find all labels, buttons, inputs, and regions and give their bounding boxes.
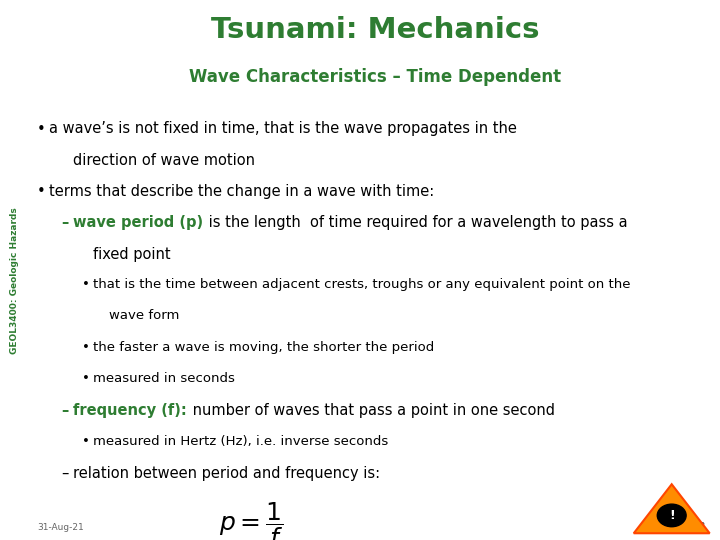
Text: wave form: wave form bbox=[109, 309, 180, 322]
Text: terms that describe the change in a wave with time:: terms that describe the change in a wave… bbox=[49, 184, 435, 199]
Text: !: ! bbox=[669, 509, 675, 522]
Text: measured in seconds: measured in seconds bbox=[94, 372, 235, 385]
Text: GEOL3400: Geologic Hazards: GEOL3400: Geologic Hazards bbox=[11, 207, 19, 354]
Text: number of waves that pass a point in one second: number of waves that pass a point in one… bbox=[188, 403, 555, 418]
Text: fixed point: fixed point bbox=[94, 247, 171, 262]
Text: the faster a wave is moving, the shorter the period: the faster a wave is moving, the shorter… bbox=[94, 341, 435, 354]
Text: •: • bbox=[37, 184, 45, 199]
Text: •: • bbox=[82, 372, 89, 385]
Text: frequency (f):: frequency (f): bbox=[73, 403, 186, 418]
Text: –: – bbox=[61, 403, 68, 418]
Text: Tsunami: Mechanics: Tsunami: Mechanics bbox=[211, 16, 539, 44]
Text: is the length  of time required for a wavelength to pass a: is the length of time required for a wav… bbox=[204, 215, 628, 231]
Circle shape bbox=[657, 504, 686, 526]
Text: that is the time between adjacent crests, troughs or any equivalent point on the: that is the time between adjacent crests… bbox=[94, 278, 631, 291]
Text: 31-Aug-21: 31-Aug-21 bbox=[37, 523, 84, 532]
Text: •: • bbox=[82, 435, 89, 448]
Text: •: • bbox=[82, 341, 89, 354]
Text: $p = \dfrac{1}{f}$: $p = \dfrac{1}{f}$ bbox=[218, 500, 283, 540]
Text: direction of wave motion: direction of wave motion bbox=[73, 153, 255, 168]
Text: –: – bbox=[61, 215, 68, 231]
Text: a wave’s is not fixed in time, that is the wave propagates in the: a wave’s is not fixed in time, that is t… bbox=[49, 122, 517, 137]
Text: •: • bbox=[82, 278, 89, 291]
Polygon shape bbox=[634, 484, 710, 534]
Text: 18: 18 bbox=[693, 522, 706, 532]
Text: Wave Characteristics – Time Dependent: Wave Characteristics – Time Dependent bbox=[189, 68, 561, 85]
Text: –: – bbox=[61, 466, 68, 481]
Text: •: • bbox=[37, 122, 45, 137]
Text: wave period (p): wave period (p) bbox=[73, 215, 203, 231]
Text: measured in Hertz (Hz), i.e. inverse seconds: measured in Hertz (Hz), i.e. inverse sec… bbox=[94, 435, 389, 448]
Text: relation between period and frequency is:: relation between period and frequency is… bbox=[73, 466, 380, 481]
